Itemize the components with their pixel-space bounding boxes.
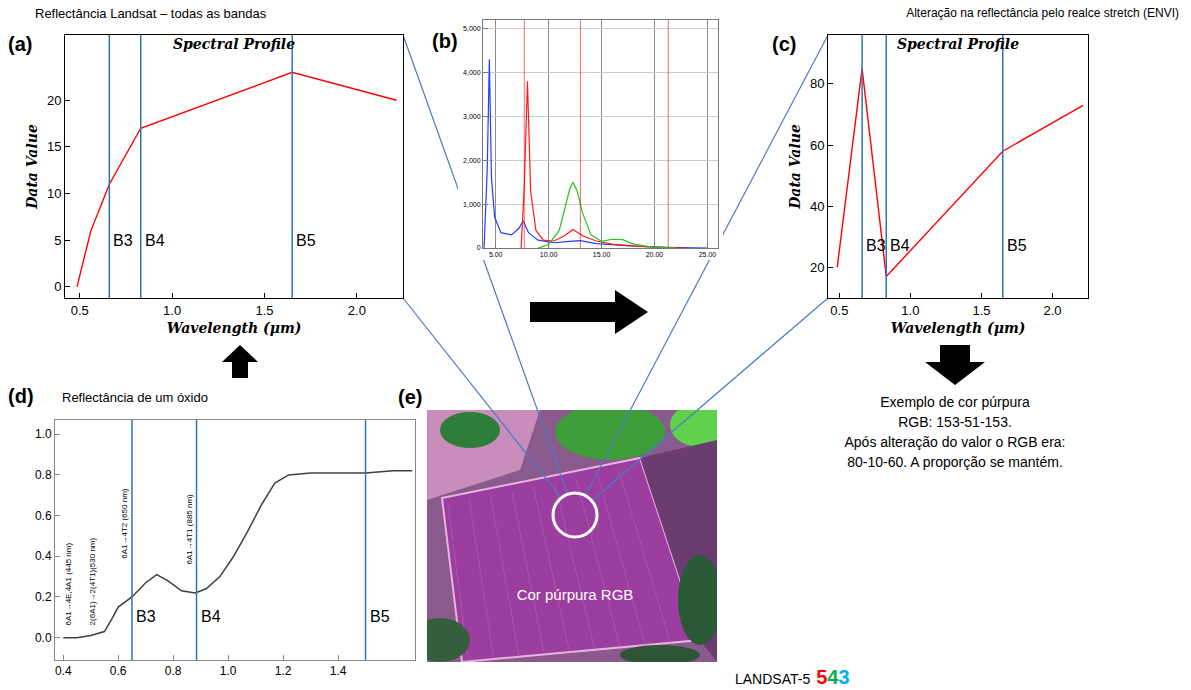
svg-text:Spectral Profile: Spectral Profile: [173, 36, 295, 52]
svg-text:20.00: 20.00: [646, 251, 664, 258]
svg-text:20: 20: [47, 93, 61, 108]
svg-text:0.2: 0.2: [35, 590, 52, 604]
svg-text:6A1→4T1 (885 nm): 6A1→4T1 (885 nm): [185, 494, 194, 565]
svg-text:B4: B4: [145, 232, 165, 249]
svg-text:10: 10: [47, 186, 61, 201]
svg-text:LANDSAT-5543: LANDSAT-5543: [735, 666, 850, 688]
svg-text:1.5: 1.5: [255, 303, 273, 318]
svg-text:25.00: 25.00: [699, 251, 717, 258]
html-text:Reflectância de um óxido: Reflectância de um óxido: [62, 390, 208, 405]
svg-text:15: 15: [47, 139, 61, 154]
html-text:(a): (a): [8, 33, 33, 55]
html-text:80-10-60. A proporção se manté: 80-10-60. A proporção se mantém.: [847, 454, 1063, 470]
svg-text:B4: B4: [201, 608, 221, 625]
svg-text:60: 60: [810, 138, 824, 153]
svg-text:Spectral Profile: Spectral Profile: [897, 36, 1019, 52]
svg-text:15.00: 15.00: [593, 251, 611, 258]
svg-text:0.4: 0.4: [55, 664, 72, 678]
svg-text:B3: B3: [866, 237, 886, 254]
svg-text:1.0: 1.0: [220, 664, 237, 678]
svg-text:80: 80: [810, 76, 824, 91]
html-text:Reflectância Landsat – todas a: Reflectância Landsat – todas as bandas: [35, 6, 267, 21]
svg-text:1.0: 1.0: [163, 303, 181, 318]
svg-text:1.5: 1.5: [972, 303, 990, 318]
svg-text:Data Value: Data Value: [787, 124, 803, 210]
svg-text:1.2: 1.2: [275, 664, 292, 678]
html-text:Após alteração do valor o RGB: Após alteração do valor o RGB era:: [844, 434, 1066, 450]
svg-text:0.8: 0.8: [165, 664, 182, 678]
html-text:(e): (e): [398, 386, 423, 408]
svg-text:0.6: 0.6: [35, 509, 52, 523]
svg-text:Cor púrpura RGB: Cor púrpura RGB: [517, 586, 634, 603]
svg-text:1,000: 1,000: [463, 201, 481, 208]
svg-text:0.5: 0.5: [830, 303, 848, 318]
svg-text:0.6: 0.6: [110, 664, 127, 678]
svg-text:2.0: 2.0: [348, 303, 366, 318]
html-text:(c): (c): [772, 33, 797, 55]
svg-text:B5: B5: [296, 232, 316, 249]
svg-text:B4: B4: [890, 237, 910, 254]
svg-text:0.5: 0.5: [71, 303, 89, 318]
svg-text:1.0: 1.0: [901, 303, 919, 318]
html-text:Alteração na reflectância pelo: Alteração na reflectância pelo realce st…: [906, 6, 1179, 20]
svg-text:5: 5: [54, 233, 61, 248]
svg-text:B3: B3: [136, 608, 156, 625]
svg-text:5.00: 5.00: [489, 251, 503, 258]
svg-text:B3: B3: [113, 232, 133, 249]
svg-text:2(6A1)→2(4T1)(530 nm): 2(6A1)→2(4T1)(530 nm): [88, 538, 97, 626]
svg-text:3,000: 3,000: [463, 113, 481, 120]
svg-text:5,000: 5,000: [463, 25, 481, 32]
svg-text:0.0: 0.0: [35, 631, 52, 645]
svg-text:4,000: 4,000: [463, 69, 481, 76]
html-text:(b): (b): [432, 30, 458, 52]
svg-text:20: 20: [810, 260, 824, 275]
svg-text:2.0: 2.0: [1043, 303, 1061, 318]
html-text:RGB: 153-51-153.: RGB: 153-51-153.: [898, 414, 1012, 430]
html-text:Exemplo de cor púrpura: Exemplo de cor púrpura: [880, 394, 1030, 410]
svg-text:40: 40: [810, 199, 824, 214]
html-text:(d): (d): [8, 385, 34, 407]
svg-text:6A1→4E,4A1 (445 nm): 6A1→4E,4A1 (445 nm): [64, 543, 73, 626]
svg-text:B5: B5: [370, 608, 390, 625]
svg-text:0.4: 0.4: [35, 549, 52, 563]
svg-text:6A1→4T2 (650 nm): 6A1→4T2 (650 nm): [120, 488, 129, 559]
svg-text:0: 0: [54, 279, 61, 294]
svg-text:1.4: 1.4: [330, 664, 347, 678]
svg-text:Wavelength (μm): Wavelength (μm): [891, 320, 1026, 336]
svg-text:10.00: 10.00: [540, 251, 558, 258]
svg-text:B5: B5: [1007, 237, 1027, 254]
svg-text:0: 0: [477, 244, 481, 251]
svg-text:2,000: 2,000: [463, 157, 481, 164]
svg-text:1.0: 1.0: [35, 427, 52, 441]
svg-text:Data Value: Data Value: [24, 124, 40, 210]
svg-text:0.8: 0.8: [35, 468, 52, 482]
svg-text:Wavelength (μm): Wavelength (μm): [167, 320, 302, 336]
